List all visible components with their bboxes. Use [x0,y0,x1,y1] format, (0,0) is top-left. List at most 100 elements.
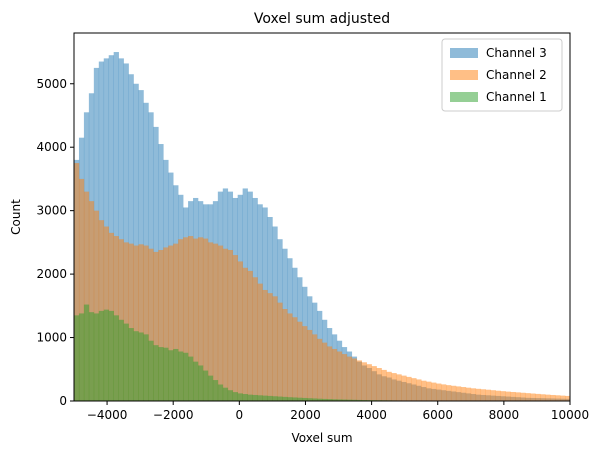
histogram-bar [277,396,283,401]
plot-frame [73,32,571,402]
y-axis-title: Count [9,199,23,235]
histogram-bar [193,361,199,401]
y-axis: 0 1000 2000 3000 4000 5000 [36,77,74,408]
legend-label: Channel 3 [486,46,547,60]
histogram-bar [381,369,387,401]
histogram-bar [282,309,288,401]
histogram-bar [74,315,80,401]
histogram-bars [74,52,571,402]
histogram-bar [212,243,219,401]
histogram-bar [272,396,278,401]
legend-swatch [450,92,478,102]
histogram-bar [153,251,159,401]
histogram-bar [341,399,348,401]
histogram-bar [128,243,134,401]
histogram-bar [460,387,467,401]
histogram-bar [188,356,194,401]
histogram-bar [247,270,253,401]
histogram-bar [207,375,214,401]
histogram-bar [331,348,338,401]
histogram-bar [108,310,114,401]
histogram-bar [78,178,85,401]
legend-label: Channel 1 [486,90,547,104]
histogram-bar [103,309,110,401]
histogram-bar [88,312,95,401]
histogram-bar [118,319,124,401]
legend-swatch [450,70,478,80]
histogram-bar [411,378,417,401]
histogram-bar [302,397,308,401]
histogram-bar [307,398,313,401]
chart-title: Voxel sum adjusted [254,11,390,27]
histogram-bar [178,239,184,401]
histogram-bar [178,351,184,401]
series-2 [74,163,571,401]
histogram-bar [287,313,293,401]
histogram-bar [351,399,358,401]
histogram-bar [133,331,139,401]
histogram-bar [366,364,372,401]
histogram-bar [326,346,333,401]
histogram-bar [312,398,318,401]
histogram-bar [495,390,501,401]
histogram-bar [331,399,338,401]
histogram-bar [237,393,243,401]
histogram-bar [207,242,214,401]
histogram-bar [123,242,129,401]
histogram-bar [143,245,149,401]
histogram-bar [421,380,427,401]
histogram-bar [322,398,328,401]
histogram-bar [470,388,477,401]
x-axis-title: Voxel sum [291,431,352,445]
series-3 [74,304,571,401]
histogram-bar [257,395,263,401]
histogram-bar [202,370,209,401]
histogram-bar [356,399,362,401]
y-tick-label: 4000 [36,140,67,154]
histogram-bar [232,392,238,401]
histogram-bar [128,328,134,401]
histogram-bar [183,352,189,401]
histogram-bar [188,236,194,401]
histogram-bar [198,365,204,401]
histogram-bar [505,391,511,401]
histogram-bar [500,391,506,401]
histogram-bar [490,390,496,401]
histogram-bar [510,391,516,401]
histogram-bar [158,347,164,401]
histogram-bar [530,393,536,401]
histogram-bar [227,390,234,401]
histogram-bar [78,313,85,401]
histogram-bar [173,243,179,401]
histogram-bar [83,191,90,401]
histogram-bar [108,55,114,401]
histogram-bar [113,52,119,401]
histogram-bar [217,384,224,401]
histogram-bar [336,399,343,401]
histogram-bar [252,394,258,401]
histogram-bar [212,380,219,401]
histogram-bar [163,347,169,401]
histogram-bar [128,74,134,401]
histogram-bar [143,334,149,401]
histogram-bar [168,245,174,401]
histogram-bar [297,321,303,401]
histogram-bar [386,371,392,401]
histogram-bar [426,381,432,401]
histogram-bar [247,394,253,401]
histogram-bar [436,383,442,401]
x-tick-label: 8000 [489,408,520,422]
histogram-bar [163,247,169,401]
histogram-bar [83,304,90,401]
histogram-bar [148,340,154,401]
histogram-bar [173,348,179,401]
histogram-bar [376,368,382,401]
histogram-bar [317,338,323,401]
histogram-bar [237,261,243,401]
histogram-bar [346,399,353,401]
histogram-bar [282,396,288,401]
histogram-bar [222,387,229,401]
x-axis: −4000 −2000 0 2000 4000 6000 8000 10000 [87,401,589,422]
y-tick-label: 3000 [36,204,67,218]
